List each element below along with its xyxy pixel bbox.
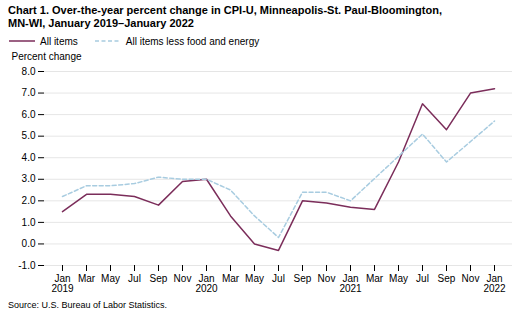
html-text:Source: U.S. Bureau of Labor S: Source: U.S. Bureau of Labor Statistics. <box>8 300 168 310</box>
svg-text:Jan2020: Jan2020 <box>195 273 218 294</box>
svg-text:4.0: 4.0 <box>22 152 36 163</box>
svg-text:Nov: Nov <box>318 273 336 284</box>
svg-text:1.0: 1.0 <box>22 217 36 228</box>
svg-text:Sep: Sep <box>150 273 168 284</box>
svg-text:Jul: Jul <box>416 273 429 284</box>
svg-text:Jan2022: Jan2022 <box>483 273 506 294</box>
html-text:All items: All items <box>40 35 78 47</box>
svg-text:Sep: Sep <box>294 273 312 284</box>
svg-text:May: May <box>245 273 264 284</box>
svg-text:3.0: 3.0 <box>22 173 36 184</box>
svg-text:Jul: Jul <box>272 273 285 284</box>
svg-text:Jan2021: Jan2021 <box>339 273 362 294</box>
html-text:Chart 1. Over-the-year percent: Chart 1. Over-the-year percent change in… <box>8 4 442 29</box>
svg-text:Jan2019: Jan2019 <box>51 273 74 294</box>
svg-text:Nov: Nov <box>174 273 192 284</box>
svg-text:Jul: Jul <box>128 273 141 284</box>
svg-text:Mar: Mar <box>78 273 96 284</box>
svg-text:2.0: 2.0 <box>22 195 36 206</box>
svg-text:Mar: Mar <box>222 273 240 284</box>
svg-text:Nov: Nov <box>462 273 480 284</box>
svg-text:-1.0: -1.0 <box>18 260 36 271</box>
svg-text:Sep: Sep <box>438 273 456 284</box>
svg-text:May: May <box>101 273 120 284</box>
svg-text:0.0: 0.0 <box>22 238 36 249</box>
svg-text:Mar: Mar <box>366 273 384 284</box>
svg-text:6.0: 6.0 <box>22 109 36 120</box>
svg-text:5.0: 5.0 <box>22 130 36 141</box>
svg-text:8.0: 8.0 <box>22 66 36 77</box>
svg-text:May: May <box>389 273 408 284</box>
svg-text:Percent change: Percent change <box>12 51 82 62</box>
svg-text:7.0: 7.0 <box>22 87 36 98</box>
html-text:All items less food and energy: All items less food and energy <box>125 35 260 47</box>
